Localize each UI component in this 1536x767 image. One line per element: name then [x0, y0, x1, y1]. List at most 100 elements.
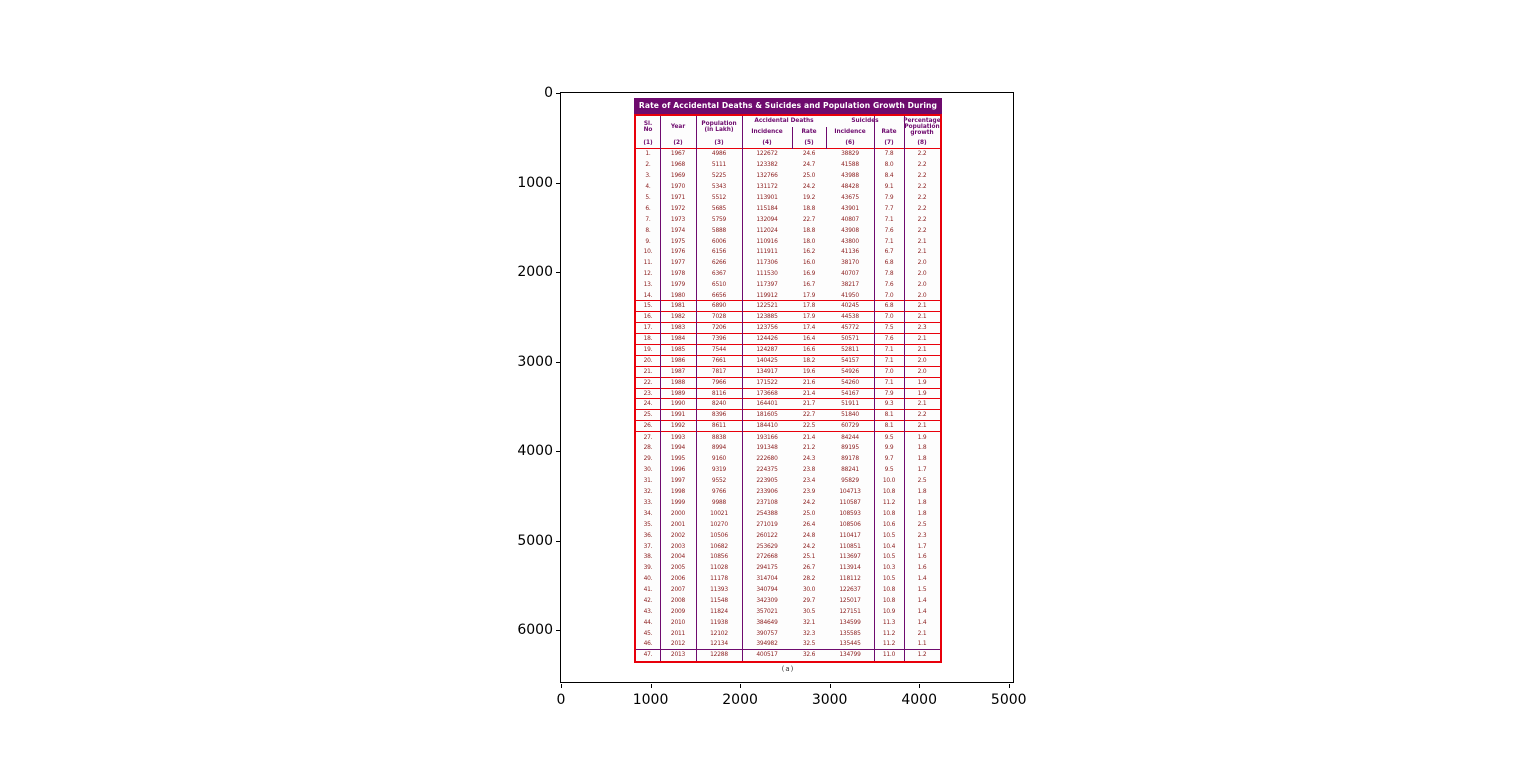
table-cell: 117397 [756, 282, 778, 289]
table-cell: 260122 [756, 532, 778, 539]
table-cell: 10.4 [882, 543, 896, 550]
table-cell: 9.1 [884, 184, 894, 191]
table-cell: 2.5 [917, 478, 927, 485]
table-cell: 46. [643, 641, 653, 648]
table-cell: 9766 [711, 489, 727, 496]
y-tick-label: 1000 [517, 174, 553, 191]
table-cell: 122637 [839, 587, 861, 594]
table-cell: 1.2 [917, 652, 927, 659]
table-cell: 340794 [756, 587, 778, 594]
table-cell: 294175 [756, 565, 778, 572]
table-cell: 11028 [710, 565, 728, 572]
table-row: 12. 1978 6367 111530 16.9 40707 7.8 2.0 [636, 269, 940, 280]
table-cell: 25.0 [802, 510, 816, 517]
table-cell: 48428 [841, 184, 859, 191]
x-tick-label: 2000 [722, 692, 758, 708]
table-cell: 8240 [711, 401, 727, 408]
table-cell: 8.0 [884, 162, 894, 169]
table-row: 24. 1990 8240 164401 21.7 51911 9.3 2.1 [636, 399, 940, 411]
table-cell: 27. [643, 434, 653, 441]
x-tick-mark [561, 684, 562, 688]
table-row: 41. 2007 11393 340794 30.0 122637 10.8 1.5 [636, 585, 940, 596]
table-cell: 6367 [711, 271, 727, 278]
table-cell: 173668 [756, 390, 778, 397]
table-cell: 8116 [711, 390, 727, 397]
table-cell: 2.0 [917, 357, 927, 364]
table-cell: 9.5 [884, 434, 894, 441]
table-cell: 2.0 [917, 292, 927, 299]
table-row: 7. 1973 5759 132094 22.7 40807 7.1 2.2 [636, 214, 940, 225]
column-number: (2) [673, 140, 683, 146]
table-cell: 9160 [711, 456, 727, 463]
table-cell: 41136 [841, 249, 859, 256]
table-cell: 7.8 [884, 271, 894, 278]
table-cell: 29. [643, 456, 653, 463]
table-cell: 43901 [841, 205, 859, 212]
table-cell: 45. [643, 630, 653, 637]
table-cell: 19.2 [802, 195, 816, 201]
table-cell: 5888 [711, 227, 727, 234]
table-cell: 224375 [756, 467, 778, 474]
table-cell: 123382 [756, 162, 778, 169]
table-cell: 1986 [670, 357, 686, 364]
table-cell: 39. [643, 565, 653, 572]
table-cell: 15. [643, 303, 653, 310]
table-cell: 1.6 [917, 554, 927, 561]
table-cell: 54260 [841, 379, 859, 386]
table-cell: 18.2 [802, 357, 816, 364]
table-cell: 11178 [710, 576, 728, 583]
table-cell: 2004 [670, 554, 686, 561]
table-cell: 1980 [670, 292, 686, 299]
table-cell: 5759 [711, 216, 727, 223]
table-cell: 7661 [711, 357, 727, 364]
header-population: Population (in Lakh) [701, 120, 737, 133]
table-row: 32. 1998 9766 233906 23.9 104713 10.8 1.8 [636, 487, 940, 498]
table-cell: 1984 [670, 336, 686, 343]
table-row: 46. 2012 12134 394982 32.5 135445 11.2 1.1 [636, 639, 940, 650]
table-cell: 16.0 [802, 260, 816, 267]
table-cell: 12134 [710, 641, 728, 648]
table-cell: 41. [643, 587, 653, 594]
column-numbers-row: (1) (2) (3) (4) (5) (6) (7) (8) [636, 138, 940, 149]
table-cell: 23.9 [802, 489, 816, 496]
table-cell: 2.1 [917, 346, 927, 353]
table-cell: 10.8 [882, 489, 896, 496]
table-cell: 123756 [756, 325, 778, 332]
table-cell: 2000 [670, 510, 686, 517]
table-cell: 7.1 [884, 346, 894, 353]
y-tick-mark [556, 451, 560, 452]
column-number: (4) [762, 140, 772, 146]
table-cell: 21.2 [802, 445, 816, 452]
table-cell: 1.9 [917, 379, 927, 386]
table-cell: 7206 [711, 325, 727, 332]
table-row: 4. 1970 5343 131172 24.2 48428 9.1 2.2 [636, 182, 940, 193]
table-cell: 43. [643, 608, 653, 615]
table-row: 22. 1988 7966 171522 21.6 54260 7.1 1.9 [636, 378, 940, 389]
table-cell: 1976 [670, 249, 686, 256]
table-cell: 30. [643, 467, 653, 474]
table-cell: 60729 [841, 423, 859, 430]
table-cell: 26.7 [802, 565, 816, 572]
table-cell: 26. [643, 423, 653, 430]
table-cell: 124426 [756, 336, 778, 343]
x-tick-mark [740, 684, 742, 688]
header-suicides-group: Suicides [851, 118, 879, 125]
table-cell: 135445 [839, 641, 861, 648]
table-cell: 1989 [670, 390, 686, 397]
table-cell: 237108 [756, 499, 778, 506]
table-cell: 110916 [756, 238, 778, 245]
scanned-table-image: Rate of Accidental Deaths & Suicides and… [634, 98, 942, 673]
table-cell: 193166 [756, 434, 778, 441]
table-cell: 24.2 [802, 499, 816, 506]
table-cell: 7.8 [884, 151, 894, 158]
table-cell: 43908 [841, 227, 859, 234]
table-cell: 110417 [839, 532, 861, 539]
table-cell: 24.2 [802, 184, 816, 191]
table-cell: 2.1 [917, 314, 927, 321]
y-tick-label: 3000 [517, 353, 553, 370]
table-cell: 10.0 [882, 478, 896, 485]
table-cell: 9.5 [884, 467, 894, 474]
column-divider [874, 116, 875, 661]
table-cell: 9552 [711, 478, 727, 485]
table-cell: 5512 [711, 195, 727, 201]
